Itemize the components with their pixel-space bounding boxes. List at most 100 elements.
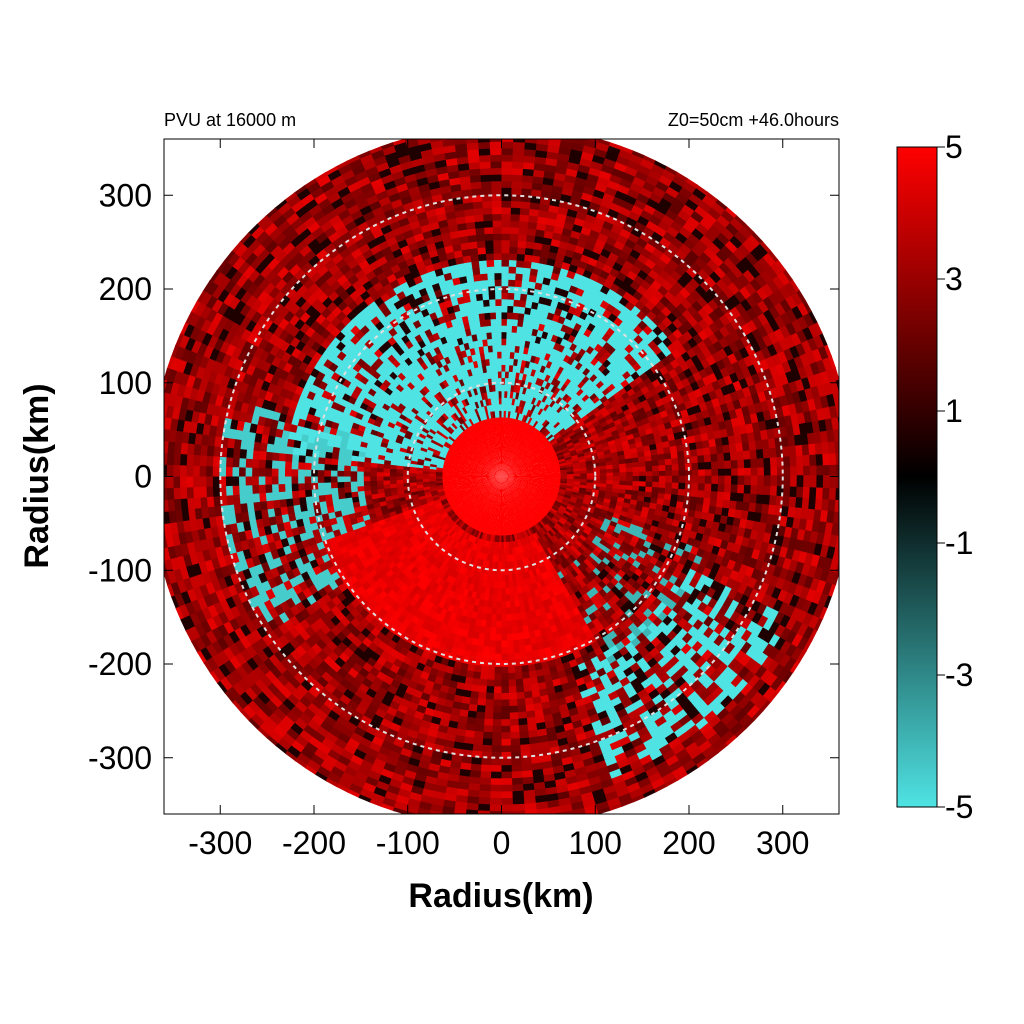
heatmap-cell bbox=[525, 463, 533, 468]
heatmap-cell bbox=[502, 502, 504, 510]
heatmap-cell bbox=[485, 533, 490, 542]
heatmap-cell bbox=[501, 469, 503, 477]
heatmap-cell bbox=[468, 471, 476, 474]
heatmap-cell bbox=[465, 533, 471, 541]
heatmap-cell bbox=[435, 478, 443, 482]
heatmap-cell bbox=[484, 398, 489, 406]
heatmap-cell bbox=[510, 507, 514, 515]
heatmap-cell bbox=[510, 461, 516, 468]
heatmap-cell bbox=[513, 499, 519, 506]
heatmap-cell bbox=[484, 483, 491, 488]
heatmap-cell bbox=[434, 501, 442, 507]
heatmap-cell bbox=[550, 518, 558, 526]
heatmap-cell bbox=[532, 436, 539, 444]
heatmap-cell bbox=[520, 453, 527, 459]
heatmap-cell bbox=[547, 468, 555, 472]
heatmap-cell bbox=[490, 487, 495, 495]
heatmap-cell bbox=[466, 419, 472, 427]
heatmap-cell bbox=[463, 429, 470, 437]
heatmap-cell bbox=[507, 444, 511, 452]
heatmap-cell bbox=[506, 467, 512, 473]
heatmap-cell bbox=[504, 430, 507, 438]
heatmap-cell bbox=[493, 437, 496, 445]
heatmap-cell bbox=[499, 469, 502, 477]
heatmap-cell bbox=[470, 462, 478, 467]
heatmap-cell bbox=[532, 428, 539, 436]
heatmap-cell bbox=[479, 442, 485, 450]
heatmap-cell bbox=[505, 515, 509, 523]
heatmap-cell bbox=[448, 472, 456, 476]
heatmap-cell bbox=[527, 474, 535, 476]
heatmap-cell bbox=[492, 444, 496, 452]
heatmap-cell bbox=[495, 472, 502, 477]
heatmap-cell bbox=[525, 497, 533, 504]
heatmap-cell bbox=[506, 502, 509, 510]
heatmap-cell bbox=[495, 476, 502, 482]
heatmap-cell bbox=[530, 445, 538, 452]
heatmap-cell bbox=[500, 443, 502, 451]
heatmap-cell bbox=[472, 529, 478, 538]
heatmap-cell bbox=[514, 520, 519, 528]
heatmap-cell bbox=[492, 424, 496, 432]
heatmap-cell bbox=[440, 522, 448, 530]
heatmap-cell bbox=[474, 445, 481, 453]
heatmap-cell bbox=[452, 505, 460, 512]
heatmap-cell bbox=[491, 444, 495, 452]
heatmap-cell bbox=[501, 476, 508, 481]
heatmap-cell bbox=[495, 318, 502, 326]
heatmap-cell bbox=[541, 438, 549, 445]
heatmap-cell bbox=[515, 533, 520, 541]
heatmap-cell bbox=[496, 476, 502, 482]
heatmap-cell bbox=[495, 476, 502, 481]
heatmap-cell bbox=[507, 479, 514, 483]
heatmap-cell bbox=[468, 480, 476, 483]
heatmap-cell bbox=[456, 484, 464, 488]
heatmap-cell bbox=[505, 457, 510, 465]
heatmap-cell bbox=[517, 419, 522, 428]
heatmap-cell bbox=[528, 512, 535, 520]
heatmap-cell bbox=[478, 510, 484, 518]
heatmap-cell bbox=[504, 357, 510, 366]
heatmap-cell bbox=[625, 480, 634, 486]
heatmap-cell bbox=[500, 325, 507, 333]
heatmap-cell bbox=[488, 445, 493, 453]
heatmap-cell bbox=[519, 494, 526, 501]
heatmap-cell bbox=[521, 477, 529, 479]
heatmap-cell bbox=[496, 489, 499, 497]
heatmap-cell bbox=[501, 469, 503, 477]
heatmap-cell bbox=[536, 442, 544, 449]
heatmap-cell bbox=[496, 502, 499, 510]
heatmap-cell bbox=[664, 487, 673, 495]
heatmap-cell bbox=[502, 489, 503, 497]
heatmap-cell bbox=[517, 525, 523, 534]
heatmap-cell bbox=[534, 532, 541, 540]
heatmap-cell bbox=[506, 467, 512, 473]
heatmap-cell bbox=[547, 477, 555, 481]
heatmap-cell bbox=[343, 476, 351, 483]
heatmap-cell bbox=[533, 482, 541, 485]
heatmap-cell bbox=[488, 486, 494, 493]
heatmap-cell bbox=[469, 451, 476, 458]
heatmap-cell bbox=[514, 471, 522, 474]
heatmap-cell bbox=[462, 468, 470, 471]
heatmap-cell bbox=[429, 505, 437, 512]
heatmap-cell bbox=[501, 515, 504, 523]
heatmap-cell bbox=[476, 400, 482, 408]
heatmap-cell bbox=[490, 627, 497, 635]
heatmap-cell bbox=[458, 456, 467, 461]
heatmap-cell bbox=[422, 476, 430, 480]
heatmap-cell bbox=[512, 418, 516, 426]
heatmap-cell bbox=[468, 474, 476, 476]
heatmap-cell bbox=[535, 505, 543, 512]
heatmap-cell bbox=[521, 524, 526, 532]
heatmap-cell bbox=[457, 459, 465, 464]
heatmap-cell bbox=[520, 482, 527, 486]
heatmap-cell bbox=[506, 480, 513, 485]
heatmap-cell bbox=[487, 476, 495, 478]
heatmap-cell bbox=[470, 497, 478, 504]
heatmap-cell bbox=[477, 485, 485, 490]
heatmap-cell bbox=[514, 473, 522, 476]
heatmap-cell bbox=[496, 627, 503, 635]
heatmap-cell bbox=[512, 438, 517, 447]
heatmap-cell bbox=[468, 468, 476, 472]
